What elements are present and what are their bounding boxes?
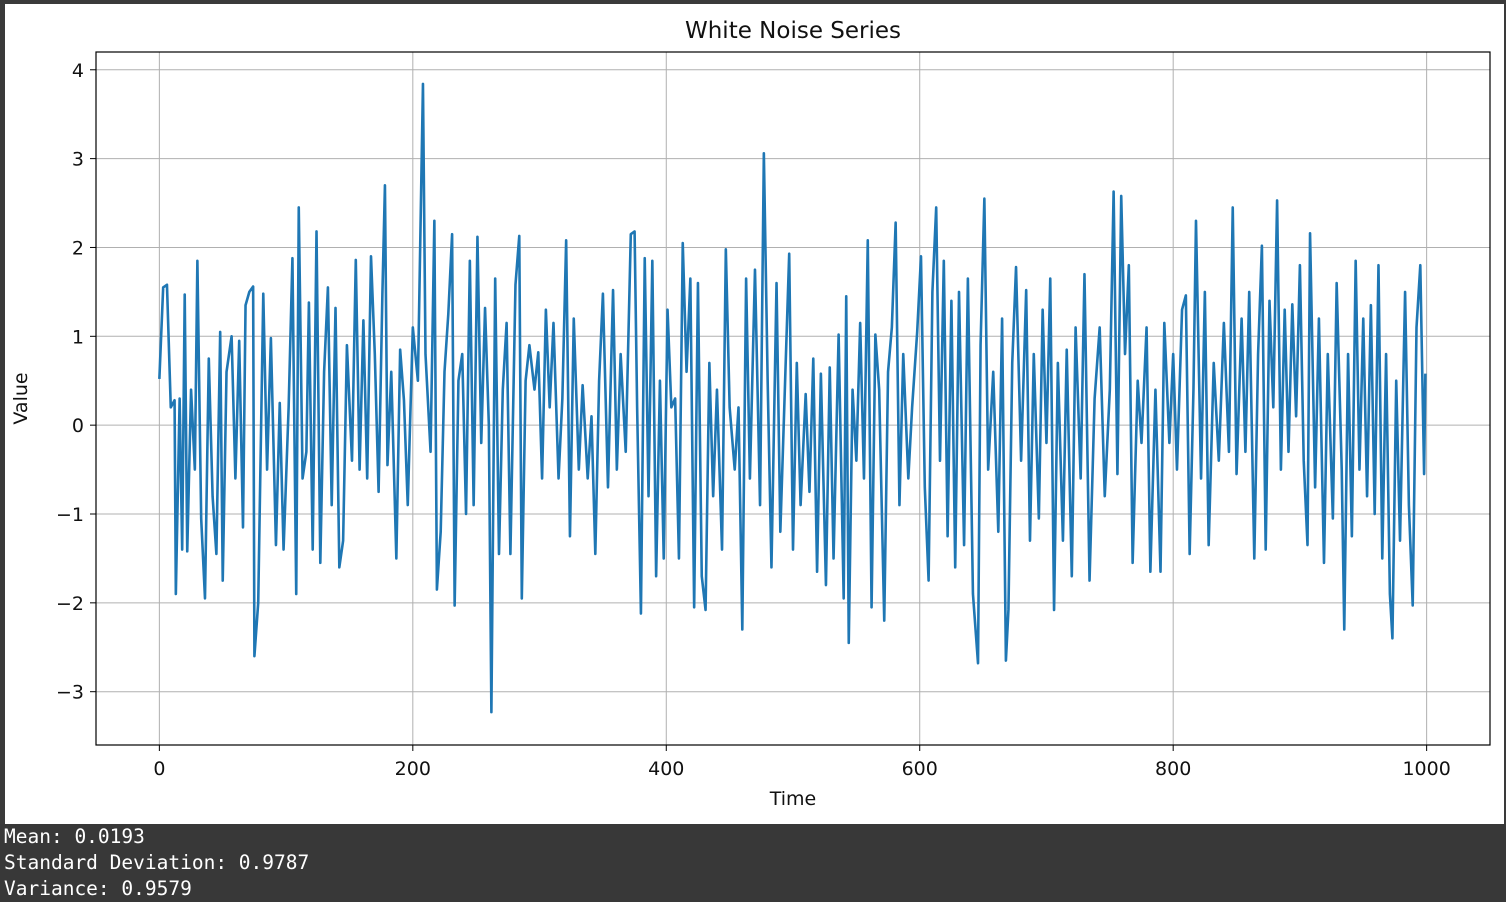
x-tick-label: 400 [648, 758, 684, 780]
tick-layer: 0 200 400 600 800 1000 −3 −2 −1 0 1 2 3 4 [56, 60, 1451, 780]
x-tick-label: 1000 [1402, 758, 1450, 780]
x-tick-label: 600 [902, 758, 938, 780]
output-cell-frame: 0 200 400 600 800 1000 −3 −2 −1 0 1 2 3 4 White Noise… [5, 4, 1504, 824]
mean-text: Mean: 0.0193 [4, 825, 145, 848]
stdout-output: Mean: 0.0193 Standard Deviation: 0.9787 … [0, 824, 1506, 902]
y-axis-label: Value [10, 372, 32, 424]
series-layer [158, 82, 1427, 714]
variance-text: Variance: 0.9579 [4, 877, 192, 900]
x-axis-label: Time [769, 788, 817, 810]
x-tick-label: 0 [153, 758, 165, 780]
y-tick-label: −2 [56, 593, 84, 615]
y-tick-label: 3 [72, 149, 84, 171]
y-tick-label: 4 [72, 60, 84, 82]
chart-figure: 0 200 400 600 800 1000 −3 −2 −1 0 1 2 3 4 White Noise… [5, 4, 1504, 824]
line-chart: 0 200 400 600 800 1000 −3 −2 −1 0 1 2 3 4 White Noise… [10, 18, 1491, 810]
chart-title: White Noise Series [685, 18, 901, 44]
std-dev-text: Standard Deviation: 0.9787 [4, 851, 310, 874]
y-tick-label: 2 [72, 237, 84, 259]
y-tick-label: 0 [72, 415, 84, 437]
y-tick-label: 1 [72, 326, 84, 348]
series-line [158, 82, 1427, 714]
y-tick-label: −3 [56, 682, 84, 704]
x-tick-label: 200 [395, 758, 431, 780]
y-tick-label: −1 [56, 504, 84, 526]
plot-area-frame [95, 51, 1491, 746]
x-tick-label: 800 [1155, 758, 1191, 780]
